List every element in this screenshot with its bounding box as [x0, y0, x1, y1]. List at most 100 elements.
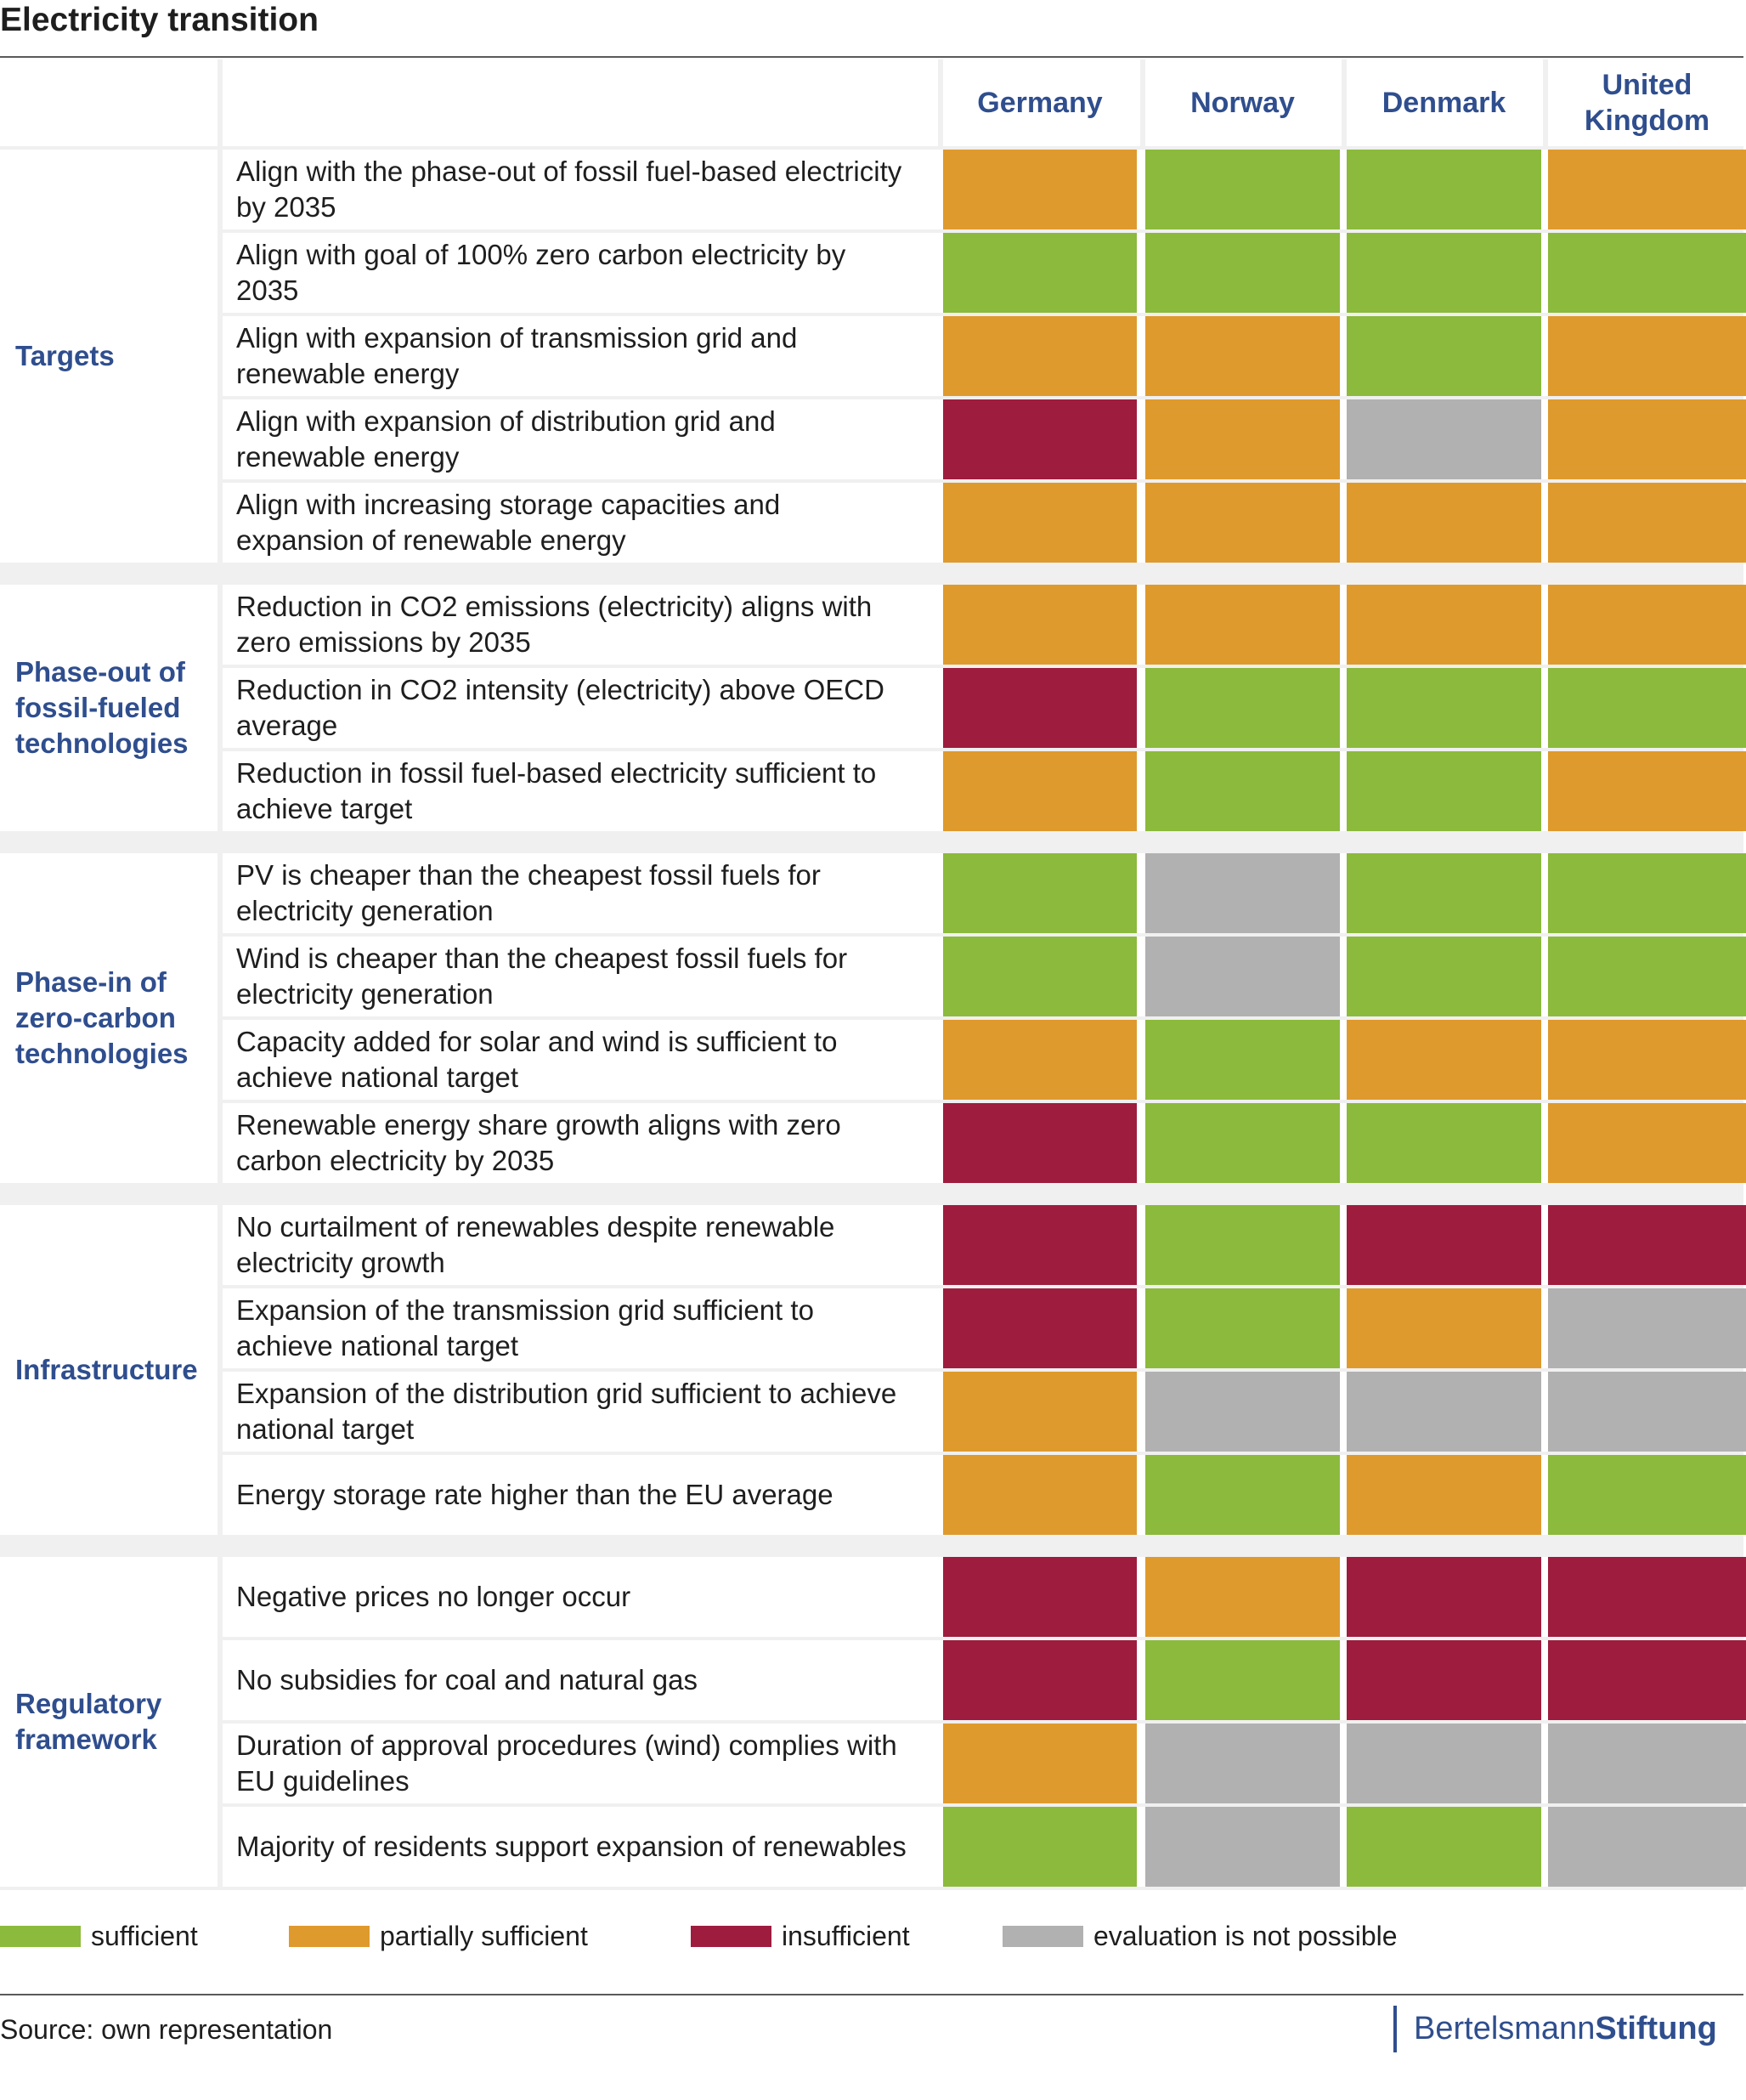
group-column-divider — [218, 1205, 223, 1535]
rating-cell — [1145, 1640, 1340, 1720]
rating-cell — [1347, 1640, 1541, 1720]
rating-cell — [1347, 751, 1541, 831]
group-label: Targets — [15, 340, 115, 371]
rating-cell — [1145, 1724, 1340, 1803]
header-separator — [1543, 59, 1548, 146]
indicator-label: Align with increasing storage capacities… — [236, 489, 781, 556]
rating-cell — [1347, 1020, 1541, 1100]
rating-cell — [1347, 233, 1541, 313]
rating-cell — [1548, 1372, 1746, 1452]
rating-cell — [1145, 1557, 1340, 1637]
indicator-label: Reduction in CO2 intensity (electricity)… — [236, 674, 884, 741]
rating-cell — [1548, 399, 1746, 479]
indicator-label: Reduction in fossil fuel-based electrici… — [236, 757, 877, 824]
column-header: United Kingdom — [1548, 59, 1746, 146]
rating-cell — [1145, 316, 1340, 396]
rating-cell — [1145, 853, 1340, 933]
rating-cell — [1347, 668, 1541, 748]
rating-cell — [1347, 1372, 1541, 1452]
row-separator — [223, 1016, 1743, 1020]
group-column-divider — [218, 150, 223, 563]
rating-cell — [1548, 1724, 1746, 1803]
row-separator — [223, 1720, 1743, 1724]
indicator-label: Align with the phase-out of fossil fuel-… — [236, 156, 902, 223]
rating-cell — [1548, 1807, 1746, 1887]
group-label: Phase-in of zero-carbon technologies — [15, 966, 189, 1069]
rating-cell — [1347, 937, 1541, 1016]
footer-divider — [0, 1994, 1743, 1995]
rating-cell — [943, 1455, 1137, 1535]
legend-swatch-partially-sufficient — [289, 1925, 370, 1947]
rating-cell — [943, 853, 1137, 933]
rating-cell — [1347, 150, 1541, 229]
rating-cell — [1347, 1455, 1541, 1535]
rating-cell — [1347, 483, 1541, 563]
row-separator — [223, 313, 1743, 316]
header-separator — [218, 59, 223, 146]
legend-swatch-not-possible — [1003, 1925, 1083, 1947]
row-separator — [223, 1285, 1743, 1288]
group-separator — [0, 1535, 1743, 1557]
rating-cell — [1347, 399, 1541, 479]
brand-name-part2: Stiftung — [1595, 2011, 1717, 2046]
row-separator — [223, 1803, 1743, 1807]
row-separator — [223, 665, 1743, 668]
rating-cell — [943, 1020, 1137, 1100]
legend-label: insufficient — [782, 1920, 910, 1951]
indicator-label: Energy storage rate higher than the EU a… — [236, 1479, 833, 1510]
legend-item-partially-sufficient: partially sufficient — [289, 1919, 588, 1953]
legend-label: evaluation is not possible — [1093, 1920, 1398, 1951]
row-separator — [223, 1100, 1743, 1103]
legend-swatch-insufficient — [691, 1925, 771, 1947]
rating-cell — [1548, 853, 1746, 933]
group-separator — [0, 563, 1743, 585]
legend-item-sufficient: sufficient — [0, 1919, 198, 1953]
group-separator — [0, 831, 1743, 853]
rating-cell — [1548, 585, 1746, 665]
group-label: Phase-out of fossil-fueled technologies — [15, 656, 189, 759]
legend-swatch-sufficient — [0, 1925, 81, 1947]
legend-item-insufficient: insufficient — [691, 1919, 910, 1953]
rating-cell — [943, 1205, 1137, 1285]
indicator-label: Wind is cheaper than the cheapest fossil… — [236, 942, 848, 1010]
rating-cell — [1548, 233, 1746, 313]
legend-label: sufficient — [91, 1920, 198, 1951]
rating-cell — [1145, 150, 1340, 229]
rating-cell — [1145, 1103, 1340, 1183]
rating-cell — [943, 316, 1137, 396]
header-blank-indicator — [223, 59, 938, 146]
row-separator — [223, 748, 1743, 751]
indicator-label: Negative prices no longer occur — [236, 1581, 631, 1612]
rating-cell — [1347, 1205, 1541, 1285]
rating-cell — [1548, 1288, 1746, 1368]
rating-table: Germany Norway Denmark United Kingdom Target… — [0, 59, 1746, 1890]
column-header: Denmark — [1347, 59, 1541, 146]
rating-cell — [943, 399, 1137, 479]
header-separator — [938, 59, 943, 146]
legend-label: partially sufficient — [380, 1920, 588, 1951]
rating-cell — [1548, 483, 1746, 563]
rating-cell — [1145, 668, 1340, 748]
source-note: Source: own representation — [0, 2014, 333, 2045]
indicator-label: No curtailment of renewables despite ren… — [236, 1211, 835, 1278]
indicator-label: Majority of residents support expansion … — [236, 1831, 907, 1862]
indicator-label: Align with goal of 100% zero carbon elec… — [236, 239, 846, 306]
indicator-label: Align with expansion of distribution gri… — [236, 405, 776, 473]
group-separator — [0, 1183, 1743, 1205]
group-label: Infrastructure — [15, 1354, 198, 1385]
rating-cell — [1548, 668, 1746, 748]
rating-cell — [1548, 751, 1746, 831]
rating-cell — [1145, 751, 1340, 831]
indicator-label: Expansion of the distribution grid suffi… — [236, 1378, 897, 1445]
rating-cell — [1347, 853, 1541, 933]
rating-cell — [1548, 1103, 1746, 1183]
rating-cell — [943, 233, 1137, 313]
rating-cell — [1145, 1455, 1340, 1535]
table-bottom-separator — [0, 1887, 1743, 1890]
rating-cell — [1548, 316, 1746, 396]
row-separator — [223, 479, 1743, 483]
rating-cell — [1347, 1807, 1541, 1887]
rating-cell — [1548, 1557, 1746, 1637]
row-separator — [223, 933, 1743, 937]
rating-cell — [943, 1807, 1137, 1887]
